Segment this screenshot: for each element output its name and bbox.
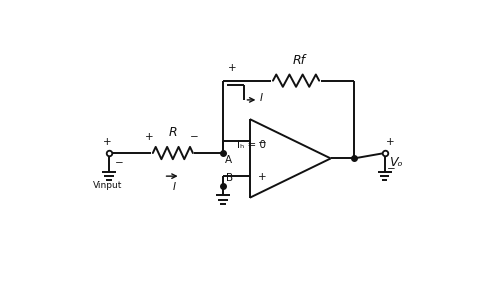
Text: Rf: Rf <box>292 54 305 67</box>
Text: −: − <box>386 164 395 174</box>
Text: A: A <box>225 154 232 165</box>
Text: R: R <box>168 126 177 139</box>
Text: −: − <box>115 158 124 168</box>
Text: Vₒ: Vₒ <box>389 156 403 169</box>
Text: B: B <box>226 173 233 183</box>
Text: I: I <box>173 182 176 192</box>
Text: +: + <box>258 172 266 182</box>
Text: I: I <box>260 93 263 103</box>
Text: +: + <box>145 132 154 142</box>
Text: −: − <box>258 138 266 148</box>
Text: Vinput: Vinput <box>93 181 122 190</box>
Text: −: − <box>190 132 199 142</box>
Text: Iₕ = 0: Iₕ = 0 <box>237 140 266 150</box>
Text: +: + <box>103 137 112 147</box>
Text: +: + <box>386 137 395 147</box>
Text: +: + <box>228 63 237 73</box>
